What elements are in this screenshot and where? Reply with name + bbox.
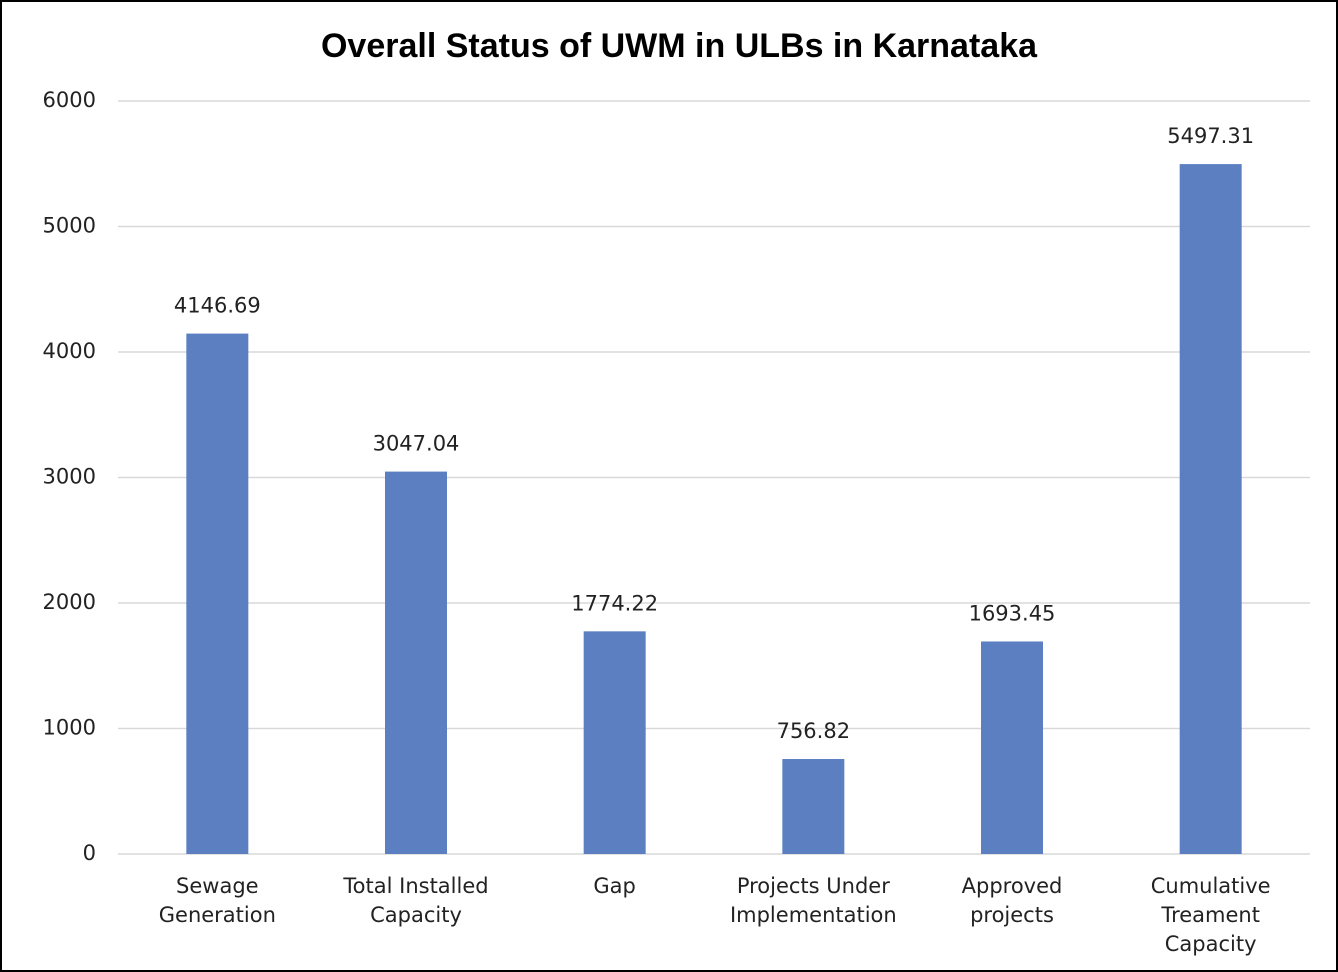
bar	[385, 471, 447, 854]
x-tick-label: Projects Under Implementation	[729, 874, 897, 927]
data-label: 1693.45	[969, 601, 1056, 625]
y-tick-label: 6000	[43, 88, 96, 112]
bar	[1179, 164, 1242, 855]
y-tick-label: 2000	[43, 590, 96, 614]
y-tick-label: 4000	[43, 339, 96, 363]
x-tick-label: Sewage Generation	[158, 874, 276, 927]
data-label: 1774.22	[571, 591, 658, 615]
y-tick-label: 3000	[43, 465, 96, 489]
x-tick-label: Approved projects	[961, 874, 1063, 927]
data-label: 3047.04	[373, 432, 460, 456]
data-label: 5497.31	[1167, 124, 1254, 148]
data-label: 4146.69	[174, 294, 261, 318]
y-tick-label: 1000	[43, 716, 96, 740]
bar	[186, 333, 249, 854]
x-tick-label: Total Installed Capacity	[343, 874, 489, 927]
data-label: 756.82	[777, 719, 850, 743]
x-tick-label: Gap	[593, 874, 636, 898]
chart-title: Overall Status of UWM in ULBs in Karnata…	[321, 27, 1038, 65]
y-tick-label: 0	[83, 841, 96, 865]
bar	[782, 759, 845, 854]
x-tick-label: Cumulative Treament Capacity	[1150, 874, 1271, 956]
y-tick-label: 5000	[43, 214, 96, 238]
bar	[981, 641, 1043, 854]
bar	[583, 631, 646, 854]
